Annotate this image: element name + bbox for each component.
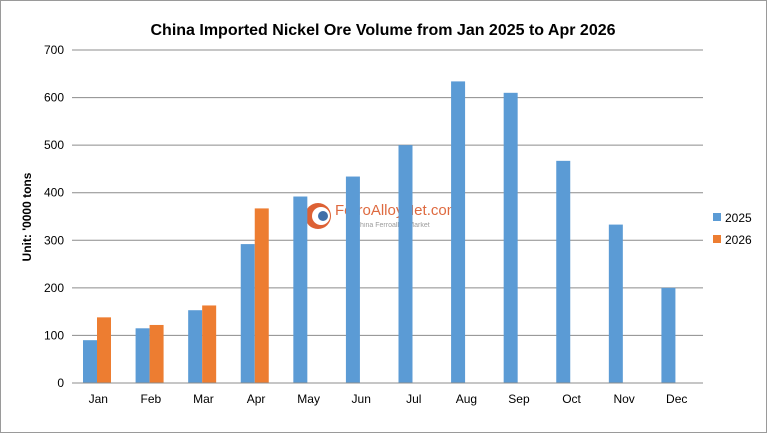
bar-2025-sep (503, 92, 518, 384)
bar-2025-jan (83, 340, 97, 383)
y-tick-label: 100 (44, 328, 64, 342)
y-tick-label: 400 (44, 186, 64, 200)
x-tick-label: Oct (562, 392, 581, 406)
bar-2026-feb (149, 324, 164, 383)
x-tick-label: Jul (406, 392, 421, 406)
gridlines (72, 49, 703, 336)
y-axis-label: Unit: '0000 tons (20, 172, 34, 261)
x-tick-label: Nov (613, 392, 634, 406)
y-tick-label: 700 (44, 43, 64, 57)
legend-swatch-2025 (713, 213, 721, 221)
x-tick-label: Aug (456, 392, 477, 406)
bar-2025-apr (240, 244, 255, 383)
y-tick-label: 600 (44, 91, 64, 105)
watermark-logo-icon (305, 203, 331, 229)
legend-swatch-2026 (713, 235, 721, 243)
x-tick-label: Feb (141, 392, 162, 406)
bars (83, 81, 676, 384)
watermark-text: FerroAlloyNet.com (335, 202, 459, 219)
bar-2025-mar (188, 310, 203, 383)
bar-2025-jul (398, 145, 413, 383)
bar-2025-dec (661, 287, 676, 383)
bar-2026-mar (202, 305, 217, 383)
legend-label-2026: 2026 (725, 233, 752, 247)
x-tick-label: Mar (193, 392, 214, 406)
chart-title: China Imported Nickel Ore Volume from Ja… (150, 22, 615, 39)
bar-2026-apr (254, 208, 269, 383)
x-tick-label: Jun (352, 392, 371, 406)
legend: 2025 2026 (713, 211, 752, 247)
watermark: FerroAlloyNet.com China Ferroalloy Marke… (305, 202, 459, 229)
y-axis-ticks: 0 100 200 300 400 500 600 700 (44, 43, 64, 390)
watermark-subtext: China Ferroalloy Market (355, 222, 430, 229)
x-tick-label: Apr (247, 392, 266, 406)
y-tick-label: 300 (44, 233, 64, 247)
bar-2025-feb (135, 328, 150, 383)
bar-2025-nov (608, 224, 623, 383)
bar-2025-jun (345, 176, 360, 383)
bar-2025-may (293, 196, 308, 383)
x-tick-label: Sep (508, 392, 530, 406)
legend-label-2025: 2025 (725, 211, 752, 225)
y-tick-label: 200 (44, 281, 64, 295)
x-tick-label: May (297, 392, 320, 406)
y-tick-label: 0 (57, 376, 64, 390)
bar-2026-jan (97, 317, 111, 383)
bar-2025-aug (451, 81, 466, 383)
x-tick-label: Dec (666, 392, 687, 406)
y-tick-label: 500 (44, 138, 64, 152)
x-axis-ticks: Jan Feb Mar Apr May Jun Jul Aug Sep Oct Nov Dec (89, 392, 688, 406)
x-tick-label: Jan (89, 392, 108, 406)
bar-2025-oct (556, 160, 571, 383)
